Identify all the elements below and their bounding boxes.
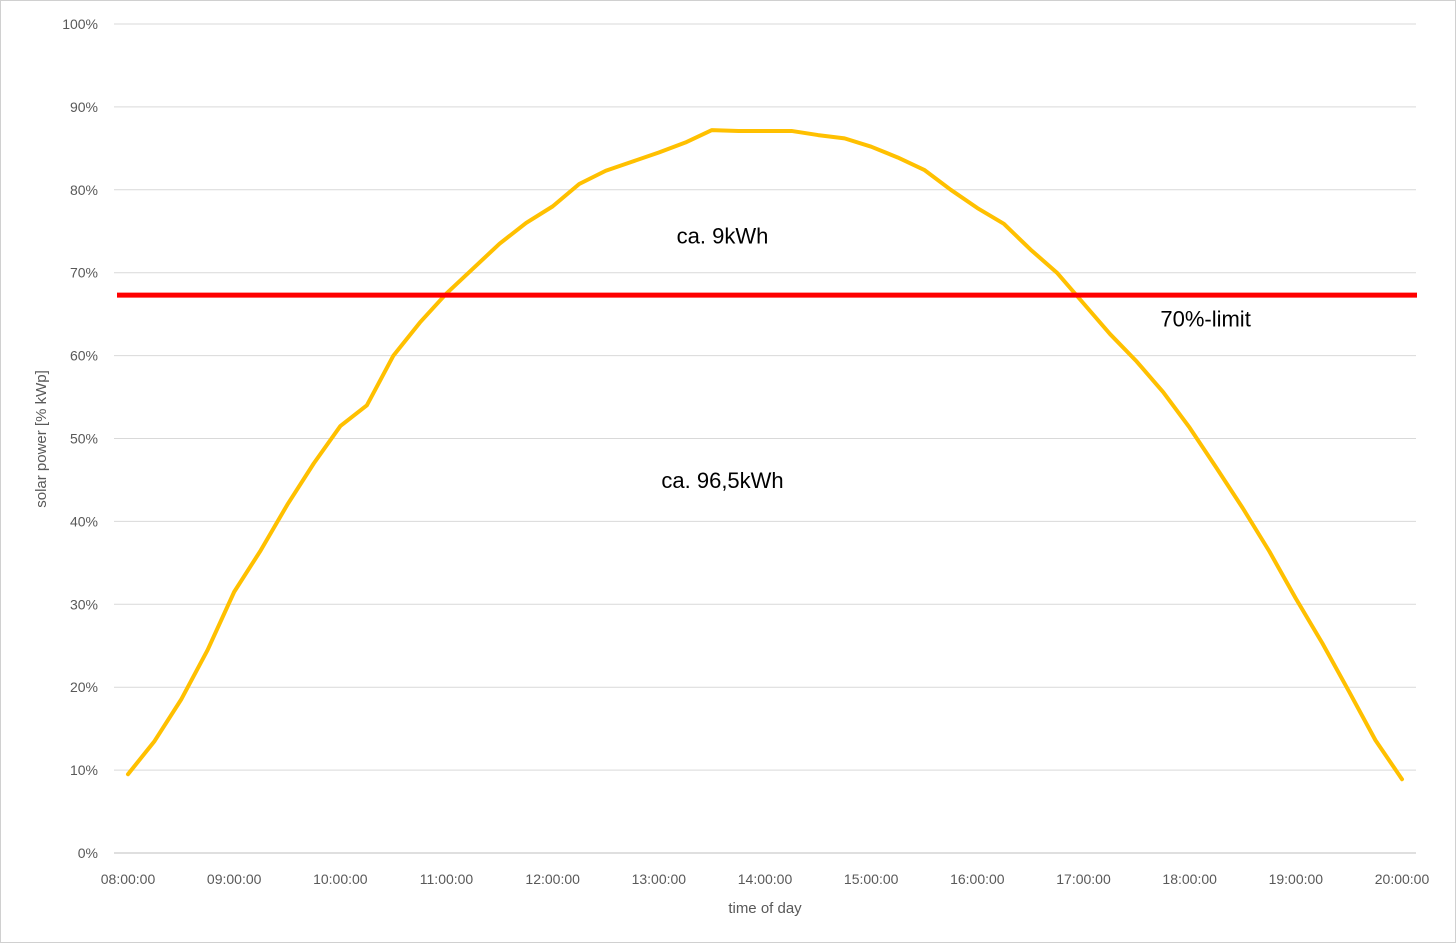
x-tick-label: 08:00:00 [101,871,156,887]
x-tick-label: 10:00:00 [313,871,368,887]
y-tick-label: 50% [70,431,98,447]
y-tick-label: 40% [70,513,98,529]
x-tick-label: 09:00:00 [207,871,262,887]
x-axis-label: time of day [728,900,802,917]
annotation-label: 70%-limit [1160,307,1250,332]
y-tick-label: 60% [70,348,98,364]
y-tick-label: 20% [70,679,98,695]
y-tick-label: 90% [70,99,98,115]
x-tick-label: 14:00:00 [738,871,793,887]
y-tick-label: 100% [62,16,98,32]
y-tick-label: 10% [70,762,98,778]
y-axis-label: solar power [% kWp] [33,370,50,508]
y-tick-label: 30% [70,596,98,612]
grid-lines [114,23,1416,854]
y-tick-label: 70% [70,265,98,281]
x-tick-label: 18:00:00 [1162,871,1217,887]
x-tick-label: 19:00:00 [1269,871,1324,887]
x-tick-label: 13:00:00 [632,871,687,887]
annotations: ca. 9kWh ca. 96,5kWh 70%-limit [661,224,1250,494]
y-tick-label: 0% [78,845,98,861]
x-tick-labels: 08:00:00 09:00:00 10:00:00 11:00:00 12:00:00… [101,871,1430,887]
x-tick-label: 12:00:00 [525,871,580,887]
solar-power-line [126,128,1404,782]
x-tick-label: 17:00:00 [1056,871,1111,887]
annotation-label: ca. 96,5kWh [661,468,783,493]
y-tick-labels: 0% 10% 20% 30% 40% 50% 60% 70% 80% 90% 100% [62,16,98,861]
y-tick-label: 80% [70,182,98,198]
x-tick-label: 15:00:00 [844,871,899,887]
x-tick-label: 11:00:00 [420,871,474,887]
series-group [117,128,1417,782]
x-tick-label: 20:00:00 [1375,871,1430,887]
annotation-label: ca. 9kWh [677,224,769,249]
x-tick-label: 16:00:00 [950,871,1005,887]
